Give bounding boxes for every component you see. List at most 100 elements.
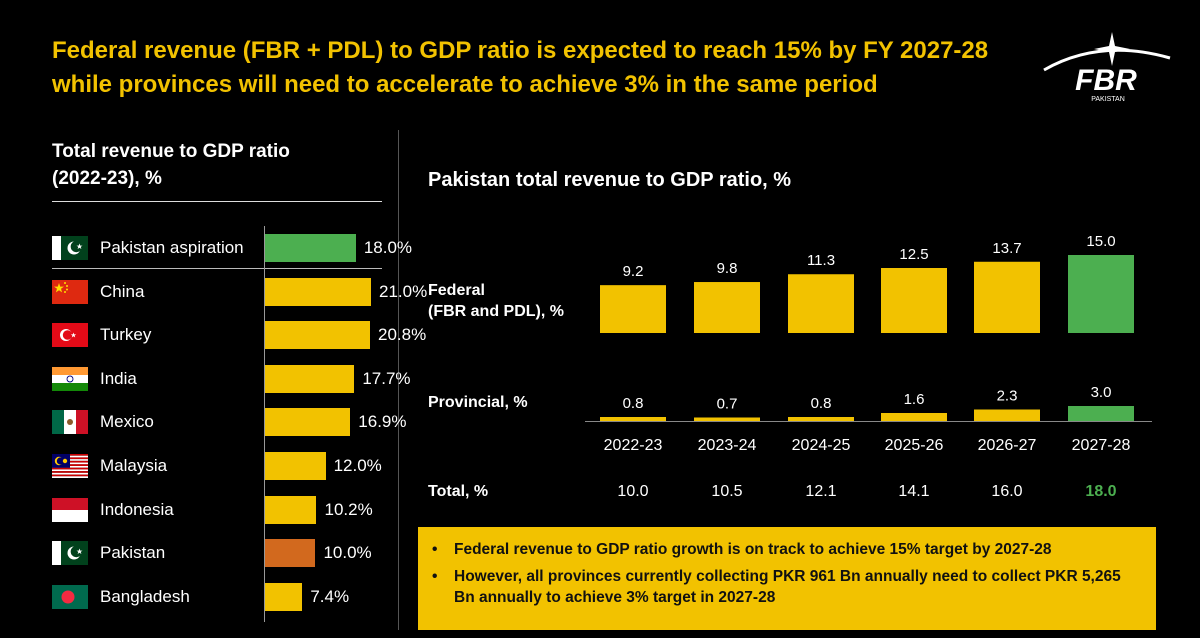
country-row: Turkey 20.8%: [0, 319, 426, 351]
headline: Federal revenue (FBR + PDL) to GDP ratio…: [52, 34, 1012, 102]
provincial-value-label: 0.7: [717, 396, 738, 413]
federal-value-label: 13.7: [992, 240, 1021, 257]
notes-box: • Federal revenue to GDP ratio growth is…: [418, 527, 1156, 630]
note-item: • Federal revenue to GDP ratio growth is…: [432, 539, 1136, 560]
federal-bar: [974, 261, 1040, 333]
country-axis-line: [264, 226, 265, 622]
country-row: Bangladesh 7.4%: [0, 581, 400, 613]
total-value: 12.1: [805, 483, 837, 500]
year-tick-label: 2027-28: [1072, 437, 1131, 454]
series-label-provincial: Provincial, %: [428, 394, 528, 411]
provincial-value-label: 2.3: [997, 388, 1018, 405]
provincial-bar: [974, 409, 1040, 421]
india-flag-icon: [52, 366, 88, 391]
country-label: Pakistan: [100, 543, 166, 563]
note-item: • However, all provinces currently colle…: [432, 566, 1136, 608]
country-label: Bangladesh: [100, 586, 190, 606]
year-tick-label: 2024-25: [792, 437, 851, 454]
total-value: 16.0: [991, 483, 1023, 500]
provincial-value-label: 0.8: [811, 395, 832, 412]
provincial-value-label: 0.8: [623, 395, 644, 412]
country-label: Turkey: [100, 325, 152, 345]
country-row: Mexico 16.9%: [0, 406, 407, 438]
logo-text: FBR: [1075, 64, 1137, 97]
federal-bar: [1068, 255, 1134, 333]
indonesia-flag-icon: [52, 497, 88, 522]
federal-bar: [788, 274, 854, 333]
country-value-label: 7.4%: [310, 586, 350, 606]
country-label: Indonesia: [100, 499, 174, 519]
total-value: 10.5: [711, 483, 743, 500]
year-tick-label: 2026-27: [978, 437, 1037, 454]
country-bar: [265, 495, 317, 524]
bullet-icon: •: [432, 568, 438, 585]
country-value-label: 17.7%: [362, 368, 411, 388]
malaysia-flag-icon: [52, 454, 88, 478]
total-value: 18.0: [1085, 483, 1117, 500]
country-label: India: [100, 368, 137, 388]
headline-line-1: Federal revenue (FBR + PDL) to GDP ratio…: [52, 37, 989, 64]
total-value: 10.0: [617, 483, 649, 500]
country-bar: [265, 364, 355, 393]
federal-value-label: 9.2: [623, 263, 644, 280]
country-label: Pakistan aspiration: [100, 238, 244, 257]
country-value-label: 20.8%: [377, 325, 427, 345]
country-row: Indonesia 10.2%: [0, 494, 400, 526]
country-label: China: [100, 281, 145, 301]
country-value-label: 18.0%: [363, 238, 413, 257]
pakistan-flag-icon: [52, 541, 88, 566]
country-value-label: 10.0%: [323, 543, 372, 563]
year-tick-label: 2023-24: [698, 437, 757, 454]
note-text: However, all provinces currently collect…: [454, 568, 1121, 606]
turkey-flag-icon: [52, 323, 88, 348]
total-value: 14.1: [898, 483, 930, 500]
series-label-federal: Federal (FBR and PDL), %: [428, 280, 564, 322]
mexico-flag-icon: [52, 410, 88, 435]
country-bar: [265, 234, 356, 262]
left-title-rule: [52, 201, 382, 202]
fbr-logo: FBR PAKISTAN: [1043, 32, 1171, 103]
logo-subtext: PAKISTAN: [1091, 96, 1125, 103]
country-bar: [265, 408, 351, 437]
federal-bar: [881, 268, 947, 333]
country-row: Malaysia 12.0%: [0, 450, 400, 482]
provincial-bar: [694, 417, 760, 421]
federal-bar: [600, 285, 666, 333]
country-value-label: 12.0%: [333, 456, 382, 475]
china-flag-icon: [52, 279, 88, 304]
country-label: Mexico: [100, 412, 154, 432]
federal-value-label: 12.5: [899, 246, 928, 263]
provincial-value-label: 3.0: [1091, 384, 1112, 401]
federal-value-label: 11.3: [807, 252, 835, 269]
federal-bar: [694, 282, 760, 333]
left-chart-title: Total revenue to GDP ratio (2022-23), %: [52, 138, 382, 192]
pakistan-flag-icon: [52, 236, 88, 260]
headline-line-2: while provinces will need to accelerate …: [52, 71, 878, 98]
year-tick-label: 2022-23: [604, 437, 663, 454]
totals-label: Total, %: [428, 483, 489, 500]
series-label-federal-line-2: (FBR and PDL), %: [428, 303, 564, 320]
country-bar: [265, 321, 370, 350]
country-bar: [265, 452, 326, 480]
aspiration-separator: [52, 268, 382, 269]
note-text: Federal revenue to GDP ratio growth is o…: [454, 541, 1052, 558]
country-row: India 17.7%: [0, 363, 411, 395]
year-tick-label: 2025-26: [885, 437, 944, 454]
federal-value-label: 9.8: [717, 260, 738, 277]
country-value-label: 21.0%: [379, 281, 428, 301]
federal-value-label: 15.0: [1086, 233, 1115, 250]
bullet-icon: •: [432, 541, 438, 558]
country-bar: [265, 539, 316, 568]
country-row: Pakistan 10.0%: [0, 537, 400, 569]
left-chart-title-line-1: Total revenue to GDP ratio: [52, 141, 290, 162]
country-bar: [265, 582, 303, 611]
country-bar: [265, 277, 371, 306]
logo-swoosh: [1043, 48, 1171, 72]
provincial-bar: [881, 413, 947, 421]
country-value-label: 10.2%: [324, 499, 373, 519]
right-chart-title: Pakistan total revenue to GDP ratio, %: [428, 169, 792, 191]
provincial-bar: [788, 417, 854, 421]
series-label-federal-line-1: Federal: [428, 282, 485, 299]
left-chart-title-line-2: (2022-23), %: [52, 168, 162, 189]
